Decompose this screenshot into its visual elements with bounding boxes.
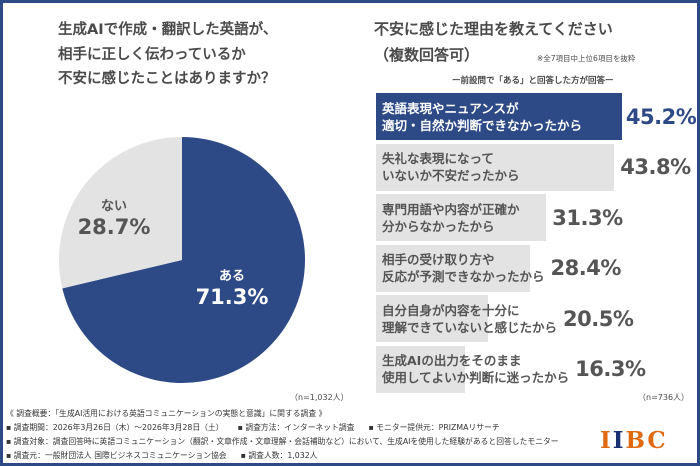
footer-line: ▪ 調査対象：調査回答時に英語コミュニケーション（翻訳・文章作成・文章理解・会話… xyxy=(6,435,573,449)
pie-question-title: 生成AIで作成・翻訳した英語が、 相手に正しく伝わっているか 不安に感じたことは… xyxy=(58,18,277,92)
bar-value-label: 31.3% xyxy=(552,205,623,230)
iibc-logo: IIBC xyxy=(600,427,668,454)
footer-line: ▪ 調査期間：2026年3月26日（木）～2026年3月28日（土） ▪ 調査方法… xyxy=(6,421,573,435)
bar-category-label: 相手の受け取り方や反応が予測できなかったから xyxy=(376,251,545,285)
bar-wrap: 生成AIの出力をそのまま使用してよいか判断に迷ったから xyxy=(376,345,569,393)
bar-row: 英語表現やニュアンスが 適切・自然か判断できなかったから 45.2% xyxy=(376,93,697,140)
bar-category-label: 専門用語や内容が正確か 分からなかったから xyxy=(376,201,520,235)
bar-category-label: 失礼な表現になっていないか不安だったから xyxy=(376,150,520,184)
bar-value-label: 28.4% xyxy=(550,256,622,280)
bar xyxy=(376,244,531,292)
bar-value-label: 20.5% xyxy=(563,306,634,331)
title-line: （複数回答可） xyxy=(374,46,480,64)
bar-row: 相手の受け取り方や 反応が予測できなかったから 28.4% xyxy=(376,244,696,292)
footer-item: 《 調査概要：「生成AI活用における英語コミュニケーションの実態と意識」に関する… xyxy=(6,409,327,418)
label-line: 専門用語や内容が正確か xyxy=(382,201,520,217)
title-line: 不安に感じた理由を教えてください xyxy=(374,20,613,38)
bar-category-label: 生成AIの出力をそのまま使用してよいか判断に迷ったから xyxy=(376,352,569,386)
bar xyxy=(376,345,465,393)
footer-item: ▪ 調査期間：2026年3月26日（木）～2026年3月28日（土） xyxy=(6,423,224,432)
pie-value-label: 28.7% xyxy=(78,215,151,239)
footer-item: ▪ モニター提供元：PRIZMAリサーチ xyxy=(368,423,500,432)
label-line: 生成AIの出力をそのまま xyxy=(382,353,522,368)
footer-item: ▪ 調査方法：インターネット調査 xyxy=(237,423,355,432)
footer-item: ▪ 調査人数：1,032人 xyxy=(240,451,318,460)
label-line: 分からなかったから xyxy=(382,218,495,234)
title-line: 相手に正しく伝わっているか xyxy=(58,46,246,63)
pie-sample-size: （n=1,032人） xyxy=(290,393,349,402)
pie-slice-no xyxy=(59,137,183,289)
subtitle: ー前設問で「ある」と回答した方が回答ー xyxy=(452,76,614,86)
label-line: 適切・自然か判断できなかったから xyxy=(382,117,583,133)
bar xyxy=(376,93,622,140)
survey-footer: 《 調査概要：「生成AI活用における英語コミュニケーションの実態と意識」に関する… xyxy=(6,407,573,463)
bar-wrap: 英語表現やニュアンスが 適切・自然か判断できなかったから xyxy=(376,93,622,140)
footer-line: ▪ 調査元：一般財団法人 国際ビジネスコミュニケーション協会 ▪ 調査人数：1,0… xyxy=(6,449,573,463)
footer-line: 《 調査概要：「生成AI活用における英語コミュニケーションの実態と意識」に関する… xyxy=(6,407,573,421)
bar-value-label: 45.2% xyxy=(625,104,697,129)
bar xyxy=(376,295,488,342)
pie-category-label: ない xyxy=(101,199,127,214)
pie-category-label: ある xyxy=(219,269,245,284)
bar-wrap: 失礼な表現になっていないか不安だったから xyxy=(376,143,615,191)
bar-sample-size: （n=736人） xyxy=(638,393,690,402)
bar-category-label: 自分自身が内容を十分に 理解できていないと感じたから xyxy=(376,302,557,336)
bar-row: 自分自身が内容を十分に 理解できていないと感じたから 20.5% xyxy=(376,295,696,342)
label-line: 相手の受け取り方や xyxy=(382,252,495,267)
footer-item: ▪ 調査元：一般財団法人 国際ビジネスコミュニケーション協会 xyxy=(6,451,227,460)
bar-wrap: 自分自身が内容を十分に 理解できていないと感じたから xyxy=(376,295,557,342)
bar-row: 専門用語や内容が正確か 分からなかったから 31.3% xyxy=(376,194,696,241)
bar-wrap: 専門用語や内容が正確か 分からなかったから xyxy=(376,194,547,241)
footer-item: ▪ 調査対象：調査回答時に英語コミュニケーション（翻訳・文章作成・文章理解・会話… xyxy=(6,437,559,446)
note: ※全7項目中上位6項目を抜粋 xyxy=(537,54,636,63)
bar-question-title: 不安に感じた理由を教えてください （複数回答可） xyxy=(374,16,613,68)
bar-wrap: 相手の受け取り方や反応が予測できなかったから xyxy=(376,244,545,292)
title-line: 生成AIで作成・翻訳した英語が、 xyxy=(58,22,278,38)
bar-chart: 英語表現やニュアンスが 適切・自然か判断できなかったから 45.2% 失礼な表現になっ… xyxy=(376,93,697,396)
bar-row: 生成AIの出力をそのまま 使用してよいか判断に迷ったから 16.3% xyxy=(376,345,696,393)
pie-slice-yes xyxy=(62,137,305,384)
bar xyxy=(376,143,615,191)
label-line: 理解できていないと感じたから xyxy=(382,319,558,335)
bar-value-label: 16.3% xyxy=(575,357,646,381)
label-line: 反応が予測できなかったから xyxy=(382,269,545,284)
label-line: 自分自身が内容を十分に xyxy=(382,302,520,318)
label-line: 使用してよいか判断に迷ったから xyxy=(382,370,570,385)
bar-category-label: 英語表現やニュアンスが 適切・自然か判断できなかったから xyxy=(376,100,582,134)
bar-row: 失礼な表現になっていないか不安だったから 43.8% xyxy=(376,143,696,191)
label-line: 失礼な表現になって xyxy=(382,151,494,166)
bar-value-label: 43.8% xyxy=(620,155,691,179)
bar xyxy=(376,194,547,241)
title-line: 不安に感じたことはありますか？ xyxy=(58,71,276,87)
label-line: いないか不安だったから xyxy=(382,168,520,183)
pie-value-label: 71.3% xyxy=(196,285,269,309)
label-line: 英語表現やニュアンスが xyxy=(382,100,519,116)
